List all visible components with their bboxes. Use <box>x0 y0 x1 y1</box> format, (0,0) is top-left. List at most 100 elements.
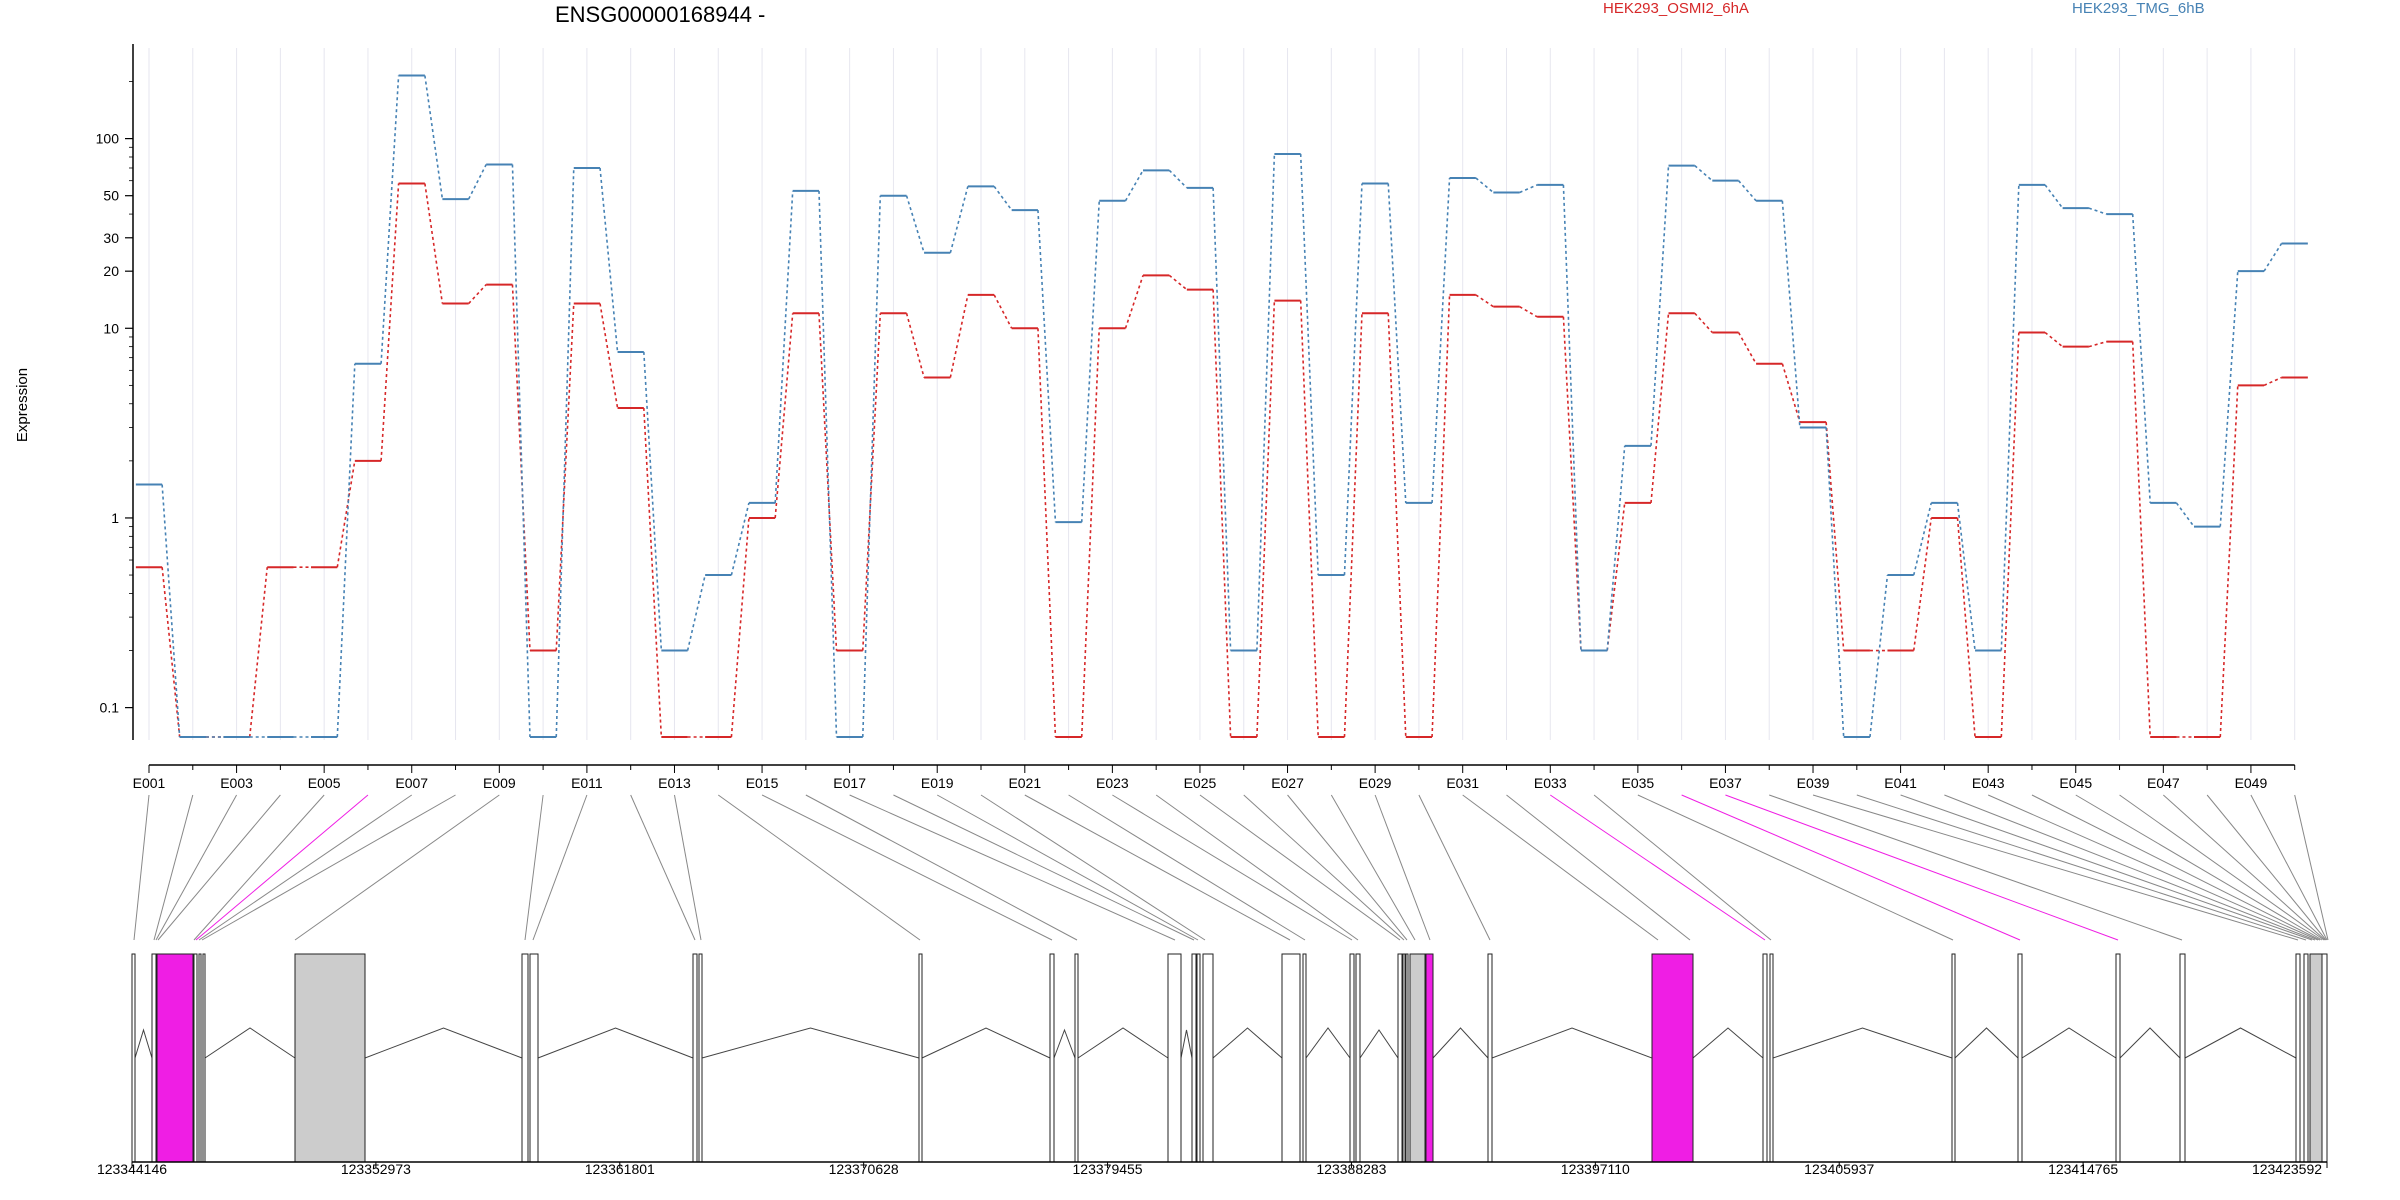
series-1-connector <box>1912 517 1933 651</box>
genomic-tick-label: 123344146 <box>97 1161 167 1177</box>
exon-connector <box>2031 794 2321 941</box>
series-2-connector <box>1256 153 1276 651</box>
intron-line <box>921 1027 1051 1059</box>
exon-connector <box>805 794 1078 941</box>
intron-line <box>2021 1027 2117 1059</box>
series-1-connector <box>511 284 531 651</box>
series-2-connector <box>467 164 487 200</box>
exon-connector <box>1068 794 1306 941</box>
exon-tick-label: E047 <box>2147 775 2180 791</box>
exon-connector <box>201 794 456 941</box>
exon-connector <box>1900 794 2313 941</box>
exon-block <box>2115 953 2121 1163</box>
legend-series-2-label: HEK293_TMG_6hB <box>2072 0 2205 17</box>
series-1-connector <box>2000 332 2020 738</box>
y-axis-label: Expression <box>14 368 31 442</box>
vertical-gridlines <box>148 48 2296 740</box>
exon-block <box>1074 953 1079 1163</box>
exon-connector <box>2119 794 2325 941</box>
exon-tick-label: E043 <box>1972 775 2005 791</box>
exon-block <box>1191 953 1197 1163</box>
intron-line <box>1053 1028 1076 1059</box>
intron-line <box>1212 1027 1283 1059</box>
series-2-connector <box>1519 184 1538 194</box>
exon-block <box>2179 953 2186 1163</box>
y-axis: 0.1 1 10 20 30 50 100 <box>96 44 134 740</box>
series-2-connector <box>1781 200 1801 428</box>
series-1-connector <box>1299 300 1319 738</box>
exon-tick-label: E017 <box>833 775 866 791</box>
exon-block <box>1049 953 1055 1163</box>
exon-block-highlighted <box>156 953 194 1163</box>
exon-tick-label: E009 <box>483 775 516 791</box>
exon-connector <box>980 794 1206 941</box>
series-2-connector <box>1037 210 1057 523</box>
exon-connector <box>133 794 150 941</box>
exon-tick-label: E021 <box>1008 775 1041 791</box>
series-1-connector <box>1124 275 1144 329</box>
series-1-connector <box>336 460 356 568</box>
series-1-connector <box>1212 289 1232 738</box>
series-1-connector <box>730 517 750 738</box>
series-1-connector <box>2263 376 2282 387</box>
exon-connector <box>1593 794 1772 941</box>
chart-title: ENSG00000168944 - <box>555 2 765 27</box>
exon-tick-label: E033 <box>1534 775 1567 791</box>
exon-connector <box>1506 794 1691 941</box>
exon-connector <box>1374 794 1431 941</box>
series-2-connector <box>1869 574 1889 738</box>
intron-line <box>1491 1027 1653 1059</box>
exon-tick-label: E049 <box>2235 775 2268 791</box>
series-1-connector <box>861 313 882 651</box>
intron-line <box>537 1027 694 1059</box>
series-2-connector <box>993 185 1013 211</box>
exon-block <box>2321 953 2328 1163</box>
y-tick-label: 30 <box>103 230 119 246</box>
exon-connector <box>2206 794 2327 941</box>
exon-block <box>1402 953 1406 1163</box>
series-1-connector <box>2131 341 2152 738</box>
series-1-connector <box>1650 313 1670 504</box>
intron-line <box>2119 1027 2181 1059</box>
series-2-connector <box>511 164 531 738</box>
series-2-connector <box>818 190 838 738</box>
series-2-connector <box>336 363 356 738</box>
series-1-connector <box>1080 328 1101 738</box>
exon-block <box>529 953 539 1163</box>
exon-connector <box>532 794 588 941</box>
series-1-connector <box>1956 517 1976 738</box>
exon-axis: E001 E003 E005 E007 E009 E011 E013 E015 E017 E019… <box>133 764 2296 791</box>
series-2-connector <box>643 351 663 651</box>
genomic-tick-label: 123414765 <box>2048 1161 2118 1177</box>
exon-connector <box>2075 794 2323 941</box>
series-1-connector <box>1825 422 1845 651</box>
series-2-connector <box>1737 180 1757 202</box>
genomic-tick-label: 123370628 <box>829 1161 899 1177</box>
series-2-connector <box>1124 169 1144 202</box>
series-2-connector <box>1168 169 1188 189</box>
series-2-connector <box>2175 502 2195 528</box>
genomic-tick-label: 123352973 <box>341 1161 411 1177</box>
intron-line <box>1180 1029 1193 1059</box>
exon-tick-label: E011 <box>571 775 603 791</box>
exon-connector <box>195 794 369 941</box>
exon-connector <box>893 794 1195 941</box>
series-1-connector <box>555 303 575 651</box>
genomic-tick-label: 123361801 <box>585 1161 655 1177</box>
exon-block <box>1167 953 1182 1163</box>
exon-connector <box>1243 794 1405 941</box>
exon-block <box>1281 953 1301 1163</box>
exon-block <box>1769 953 1774 1163</box>
series-2-connector <box>861 195 882 738</box>
exon-block <box>294 953 366 1163</box>
exon-connector <box>1856 794 2307 941</box>
exon-block <box>1302 953 1307 1163</box>
y-tick-label: 20 <box>103 263 119 279</box>
plot-area <box>135 74 2308 738</box>
exon-tick-label: E001 <box>133 775 166 791</box>
exon-block <box>193 953 198 1163</box>
exon-block <box>918 953 923 1163</box>
series-1-connector <box>1343 313 1363 738</box>
exon-tick-label: E003 <box>220 775 253 791</box>
exon-connector <box>673 794 702 941</box>
